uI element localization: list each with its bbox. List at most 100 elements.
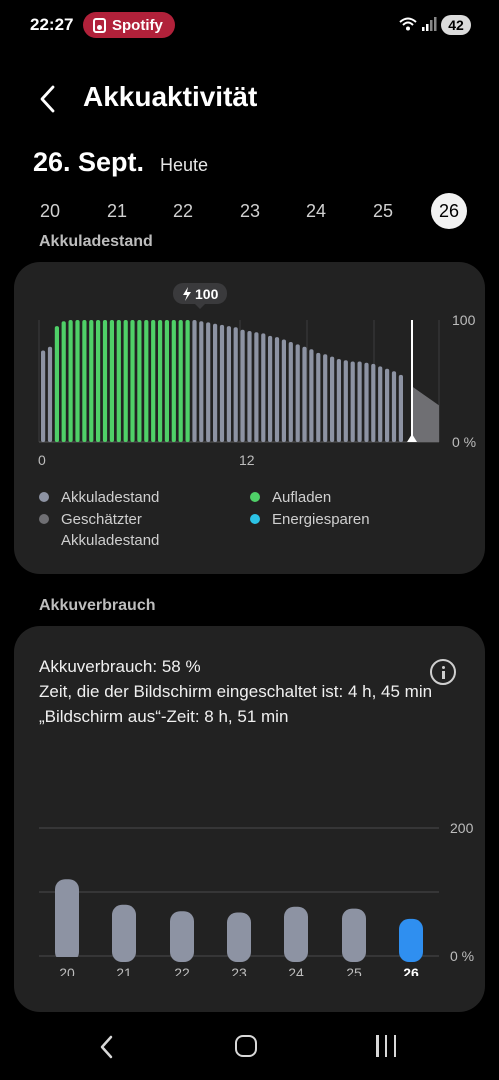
nav-recent-apps-icon[interactable] bbox=[376, 1035, 396, 1057]
usage-bar-20[interactable] bbox=[55, 879, 79, 962]
battery-level-bar bbox=[323, 354, 328, 442]
day-25[interactable]: 25 bbox=[372, 201, 394, 221]
battery-level-bar bbox=[261, 333, 266, 442]
day-24[interactable]: 24 bbox=[305, 201, 327, 221]
battery-level-bar bbox=[102, 320, 108, 442]
legend-label: Energiesparen bbox=[272, 511, 370, 528]
battery-level-bar bbox=[254, 332, 259, 442]
battery-level-bar bbox=[233, 327, 238, 442]
battery-level-bar bbox=[274, 337, 280, 442]
legend-dot bbox=[39, 492, 49, 502]
battery-level-bar bbox=[268, 335, 273, 442]
battery-level-bar bbox=[302, 346, 307, 442]
charge-peak-badge-pointer bbox=[195, 304, 205, 309]
speaker-icon bbox=[93, 17, 106, 33]
y-tick-100: 100 bbox=[452, 312, 476, 328]
day-20[interactable]: 20 bbox=[39, 201, 61, 221]
spotify-label: Spotify bbox=[112, 16, 163, 34]
battery-level-bar bbox=[178, 320, 183, 442]
selected-date: 26. Sept. bbox=[33, 147, 145, 177]
legend-item-power-saving: Energiesparen bbox=[250, 509, 370, 530]
back-arrow-icon[interactable] bbox=[36, 84, 60, 114]
battery-level-bar bbox=[61, 321, 66, 442]
battery-usage-section-title: Akkuverbrauch bbox=[39, 597, 156, 614]
battery-level-bar bbox=[199, 321, 204, 442]
battery-usage-chart: 20 21 22 23 24 25 26 200 0 % bbox=[39, 820, 474, 976]
nav-back-icon[interactable] bbox=[96, 1034, 118, 1060]
info-icon[interactable] bbox=[430, 659, 456, 685]
legend-dot bbox=[39, 514, 49, 524]
battery-level-bar bbox=[123, 320, 128, 442]
usage-bar-22[interactable] bbox=[170, 911, 194, 962]
battery-level-card: 100 100 0 % 0 12 Akkuladestand Aufladen … bbox=[14, 262, 485, 574]
usage-bar-24[interactable] bbox=[284, 906, 308, 962]
battery-level-bar bbox=[47, 346, 53, 442]
battery-level-bar bbox=[371, 363, 376, 442]
legend-item-charging: Aufladen bbox=[250, 487, 331, 508]
legend-item-battery-level: Akkuladestand bbox=[39, 487, 159, 508]
battery-level-bar bbox=[130, 320, 135, 442]
battery-level-bar bbox=[185, 320, 190, 442]
current-time-marker-tip bbox=[407, 434, 417, 442]
y-tick-200: 200 bbox=[450, 820, 474, 836]
usage-x-label: 25 bbox=[346, 965, 362, 976]
battery-level-bar bbox=[96, 320, 101, 442]
battery-level-bar bbox=[247, 331, 252, 442]
navigation-bar bbox=[0, 1020, 499, 1070]
battery-level-bar bbox=[192, 320, 197, 442]
day-22[interactable]: 22 bbox=[172, 201, 194, 221]
usage-x-label: 26 bbox=[403, 965, 419, 976]
usage-bar-23[interactable] bbox=[227, 912, 251, 963]
battery-level-bar bbox=[54, 326, 59, 442]
y-tick-0: 0 % bbox=[452, 434, 476, 450]
battery-level-bar bbox=[391, 371, 397, 442]
battery-level-bar bbox=[158, 320, 163, 442]
legend-label: Geschätzter Akkuladestand bbox=[61, 511, 160, 549]
battery-level-bar bbox=[343, 360, 348, 442]
battery-level-bar bbox=[364, 362, 369, 442]
usage-x-label: 20 bbox=[59, 965, 75, 976]
legend-dot bbox=[250, 514, 260, 524]
battery-level-bar bbox=[213, 323, 218, 442]
status-bar: 22:27 Spotify 42 bbox=[0, 10, 499, 42]
battery-level-bar bbox=[357, 361, 362, 442]
battery-level-bar bbox=[68, 320, 73, 442]
usage-bar-26[interactable] bbox=[399, 918, 423, 962]
usage-x-label: 22 bbox=[174, 965, 190, 976]
day-selector: 20 21 22 23 24 25 26 bbox=[0, 193, 499, 229]
estimated-battery-area bbox=[413, 387, 439, 442]
legend-label: Akkuladestand bbox=[61, 489, 160, 506]
battery-level-bar bbox=[75, 320, 80, 442]
screen-on-time-text: Zeit, die der Bildschirm eingeschaltet i… bbox=[39, 682, 433, 701]
charge-peak-value: 100 bbox=[195, 286, 219, 302]
usage-bar-21[interactable] bbox=[112, 904, 136, 962]
battery-level-section-title: Akkuladestand bbox=[39, 233, 153, 250]
lightning-icon bbox=[183, 287, 191, 301]
nav-home-icon[interactable] bbox=[235, 1035, 257, 1057]
usage-bar-25[interactable] bbox=[342, 908, 366, 962]
day-23[interactable]: 23 bbox=[239, 201, 261, 221]
signal-icon bbox=[422, 17, 437, 31]
status-time: 22:27 bbox=[30, 15, 74, 34]
battery-level-bar bbox=[171, 320, 176, 442]
battery-level-bar bbox=[336, 359, 341, 442]
battery-level-bar bbox=[89, 320, 94, 442]
battery-level-bar bbox=[219, 324, 225, 442]
battery-level-bar bbox=[330, 356, 335, 442]
spotify-notification-pill[interactable]: Spotify bbox=[83, 12, 175, 38]
wifi-icon bbox=[399, 17, 417, 31]
battery-level-bar bbox=[82, 320, 87, 442]
legend-dot bbox=[250, 492, 260, 502]
date-today-label: Heute bbox=[160, 155, 209, 175]
page-title: Akkuaktivität bbox=[83, 81, 258, 112]
usage-summary: Akkuverbrauch: 58 % Zeit, die der Bildsc… bbox=[39, 654, 439, 729]
battery-level-bar bbox=[385, 368, 390, 442]
day-26[interactable]: 26 bbox=[431, 193, 467, 229]
battery-level-bar bbox=[316, 352, 321, 442]
battery-level-bar bbox=[109, 320, 114, 442]
battery-level-bar bbox=[226, 326, 231, 442]
day-21[interactable]: 21 bbox=[106, 201, 128, 221]
battery-indicator: 42 bbox=[441, 15, 471, 35]
usage-x-label: 23 bbox=[231, 965, 247, 976]
battery-level-bar bbox=[295, 344, 300, 442]
